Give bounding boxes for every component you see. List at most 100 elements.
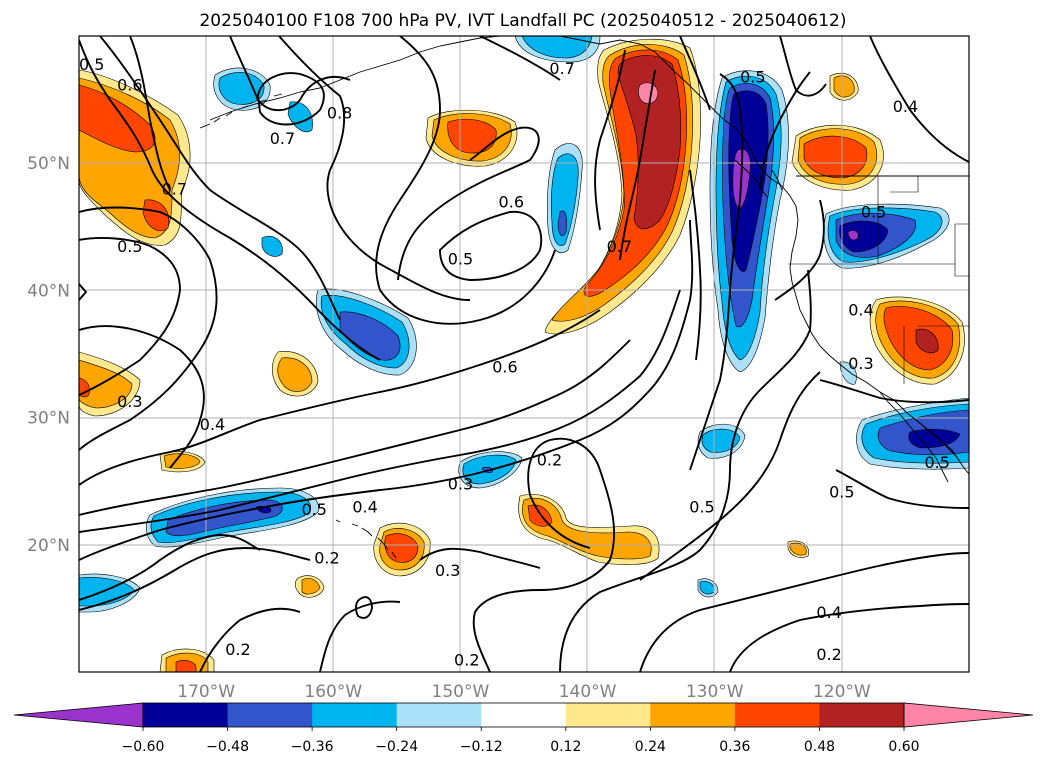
contour-line: [419, 547, 541, 569]
baja-coast: [879, 391, 949, 483]
pv-shading: [79, 36, 969, 672]
contour-line: [79, 289, 681, 533]
hawaii-islands: [335, 519, 397, 559]
positive-anomaly-143w-o: [522, 498, 652, 560]
contour-line: [479, 36, 561, 81]
contour-label: 0.2: [314, 549, 339, 568]
contour-line: [278, 36, 471, 301]
y-tick-label: 50°N: [27, 154, 70, 174]
positive-anomaly-115w-dr: [915, 328, 939, 354]
contour-line: [375, 36, 556, 325]
contour-line: [594, 49, 626, 231]
contour-line: [869, 36, 969, 163]
contour-line: [439, 211, 543, 281]
positive-anomaly-162w-o: [301, 578, 321, 595]
contour-line: [639, 552, 969, 672]
gulf-california: [915, 419, 961, 463]
contour-line: [759, 71, 811, 191]
contour-line: [639, 371, 821, 581]
map-area: 0.5 0.6 0.8 0.7 0.7 0.5 0.4 0.7 0.5 0.6 0.5 0.7 0.5 0…: [79, 36, 969, 672]
contour-line: [397, 126, 540, 281]
contour-line: [99, 36, 341, 321]
contour-line: [319, 600, 401, 672]
contour-line: [819, 379, 969, 404]
contour-line: [679, 36, 711, 111]
west-coast-us: [789, 205, 969, 475]
contour-line: [79, 547, 311, 611]
colorbar-tick-label: −0.36: [291, 739, 334, 755]
colorbar-segment: [481, 703, 567, 727]
colorbar-outline: [142, 702, 905, 728]
contour-label: 0.7: [162, 180, 187, 199]
contour-label: 0.5: [861, 203, 886, 222]
state-lines: [788, 176, 969, 384]
contour-label: 0.5: [117, 237, 142, 256]
contour-label: 0.6: [499, 192, 524, 211]
contour-line: [689, 169, 702, 361]
aleutian-islands: [199, 93, 283, 129]
colorbar-tick-label: −0.60: [122, 739, 165, 755]
contour-label: 0.5: [448, 250, 473, 269]
y-tick-label: 40°N: [27, 281, 70, 301]
positive-anomaly-w30-o: [79, 359, 133, 409]
contour-line: [729, 603, 969, 672]
contour-label: 0.4: [848, 300, 873, 319]
y-tick-label: 20°N: [27, 536, 70, 556]
colorbar-extend-high: [903, 702, 1034, 728]
colorbar-extend-low: [13, 702, 144, 728]
contour-label: 0.2: [225, 640, 250, 659]
colorbar-segment: [143, 703, 229, 727]
x-tick-label: 130°W: [686, 682, 744, 702]
x-tick-label: 160°W: [304, 682, 362, 702]
contour-label: 0.7: [607, 237, 632, 256]
contour-label: 0.7: [549, 59, 574, 78]
contour-line: [257, 72, 325, 126]
x-axis-ticks: 170°W 160°W 150°W 140°W 130°W 120°W: [177, 682, 871, 702]
contour-line: [79, 219, 694, 561]
colorbar-tick-label: 0.24: [635, 739, 666, 755]
contour-label: 0.4: [893, 97, 918, 116]
y-axis-ticks: 20°N 30°N 40°N 50°N: [27, 154, 70, 556]
colorbar-tick-label: 0.36: [719, 739, 750, 755]
contour-label: 0.8: [327, 103, 352, 122]
contour-label: 0.5: [924, 453, 949, 472]
contour-labels: 0.5 0.6 0.8 0.7 0.7 0.5 0.4 0.7 0.5 0.6 0.5 0.7 0.5 0…: [79, 55, 950, 669]
contour-line: [79, 534, 261, 601]
contour-label: 0.6: [492, 358, 517, 377]
y-tick-label: 30°N: [27, 409, 70, 429]
contour-label: 0.4: [200, 415, 225, 434]
negative-anomaly-145w-m: [557, 210, 567, 236]
colorbar-segment: [565, 703, 651, 727]
contour-label: 0.5: [79, 55, 104, 74]
contour-label: 0.5: [301, 500, 326, 519]
negative-anomaly-117w-p: [847, 230, 859, 241]
contour-line: [689, 73, 744, 471]
positive-anomaly-155w-r: [384, 533, 419, 563]
x-tick-label: 120°W: [813, 682, 871, 702]
x-tick-label: 170°W: [177, 682, 235, 702]
contour-line: [79, 309, 601, 486]
negative-anomaly-129w-b: [701, 428, 741, 453]
map-frame: [78, 35, 970, 673]
colorbar-tick-label: −0.48: [206, 739, 249, 755]
contour-label: 0.3: [848, 354, 873, 373]
contour-label: 0.3: [435, 561, 460, 580]
x-tick-label: 140°W: [559, 682, 617, 702]
contour-label: 0.2: [537, 451, 562, 470]
contour-label: 0.4: [816, 603, 841, 622]
contour-line: [779, 36, 827, 97]
colorbar-segment: [312, 703, 398, 727]
contour-line: [354, 596, 373, 619]
contour-line: [229, 36, 351, 112]
positive-anomaly-main-pink: [638, 82, 659, 104]
colorbar-tick-label: 0.48: [804, 739, 835, 755]
negative-anomaly-top-core: [521, 36, 593, 59]
positive-anomaly-120w-r: [803, 135, 868, 179]
contour-label: 0.5: [689, 498, 714, 517]
contour-line: [79, 283, 88, 301]
contour-line: [79, 39, 381, 361]
colorbar-segment: [650, 703, 736, 727]
positive-anomaly-bottom-r: [175, 660, 197, 672]
